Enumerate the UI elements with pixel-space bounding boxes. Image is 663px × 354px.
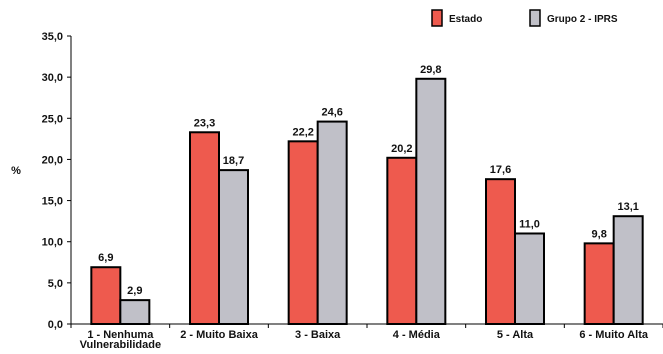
y-tick-label: 30,0 xyxy=(42,72,63,84)
data-label: 29,8 xyxy=(420,64,441,76)
data-labels: 6,9 2,9 23,3 18,7 22,2 24,6 20,2 29,8 17,6 11,0 9,… xyxy=(98,64,639,297)
y-tick-label: 35,0 xyxy=(42,31,63,43)
bar-grupo2 xyxy=(612,215,644,326)
data-label: 11,0 xyxy=(519,218,540,230)
x-tick-label: 6 - Muito Alta xyxy=(579,329,649,341)
y-tick-label: 10,0 xyxy=(42,237,63,249)
bar-grupo2 xyxy=(316,120,348,325)
bar-estado xyxy=(386,156,418,325)
y-tick-label: 20,0 xyxy=(42,154,63,166)
y-tick-label: 25,0 xyxy=(42,113,63,125)
y-tick-label: 5,0 xyxy=(48,278,63,290)
x-tick-label: 2 - Muito Baixa xyxy=(180,329,259,341)
bar-estado xyxy=(583,242,615,325)
data-label: 17,6 xyxy=(490,164,511,176)
bar-estado xyxy=(90,266,122,326)
legend-label: Grupo 2 - IPRS xyxy=(547,14,618,25)
bar-grupo2 xyxy=(119,299,151,326)
data-label: 23,3 xyxy=(194,117,215,129)
data-label: 9,8 xyxy=(592,228,607,240)
bars xyxy=(90,77,644,326)
bar-estado xyxy=(485,178,516,325)
legend: Estado Grupo 2 - IPRS xyxy=(431,9,618,27)
legend-swatch xyxy=(529,9,541,27)
data-label: 20,2 xyxy=(391,143,412,155)
bar-estado xyxy=(287,140,319,325)
y-tick-label: 15,0 xyxy=(42,196,63,208)
legend-label: Estado xyxy=(449,14,482,25)
x-axis: 1 - Nenhuma Vulnerabilidade 2 - Muito Baix… xyxy=(70,323,663,351)
legend-swatch xyxy=(431,9,443,27)
bar-grupo2 xyxy=(218,169,249,325)
y-axis: 0,0 5,0 10,0 15,0 20,0 25,0 30,0 35,0% xyxy=(11,31,72,331)
y-tick-label: 0,0 xyxy=(48,319,63,331)
x-tick-label: 4 - Média xyxy=(393,329,441,341)
data-label: 24,6 xyxy=(321,107,342,119)
bar-grupo2 xyxy=(514,232,545,325)
x-tick-label: 5 - Alta xyxy=(497,329,534,341)
x-tick-label: 1 - Nenhuma Vulnerabilidade xyxy=(80,329,162,349)
data-label: 2,9 xyxy=(127,285,142,297)
data-label: 6,9 xyxy=(98,252,113,264)
x-tick-label: 3 - Baixa xyxy=(295,329,341,341)
data-label: 13,1 xyxy=(617,201,638,213)
bar-grupo2 xyxy=(415,77,447,325)
bar-estado xyxy=(189,131,220,325)
y-axis-label: % xyxy=(11,165,21,177)
data-label: 18,7 xyxy=(223,155,244,167)
data-label: 22,2 xyxy=(292,126,313,138)
